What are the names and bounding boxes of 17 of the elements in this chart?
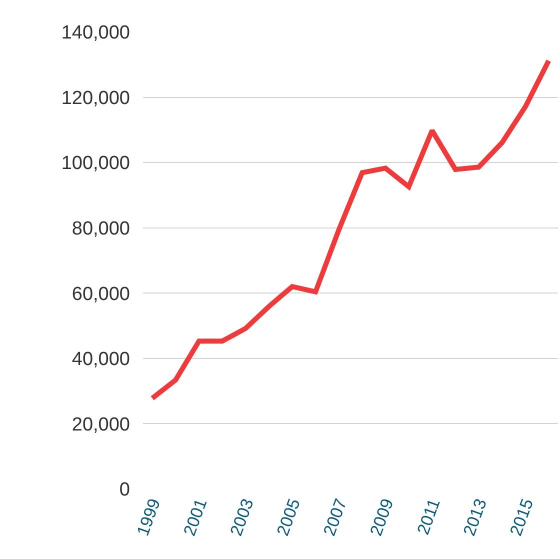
x-tick-label: 2007 [320,496,351,538]
y-tick-label: 40,000 [72,349,130,370]
y-tick-label: 80,000 [72,218,130,240]
y-tick-label: 100,000 [61,153,130,174]
x-tick-label: 2015 [506,496,538,538]
y-tick-label: 20,000 [72,414,130,436]
x-tick-label: 1999 [133,496,164,538]
x-tick-label: 2003 [226,496,258,538]
x-tick-label: 2011 [413,496,444,538]
y-tick-label: 0 [119,480,130,501]
y-tick-label: 120,000 [61,88,130,109]
y-tick-label: 60,000 [72,284,130,305]
x-tick-label: 2009 [366,496,398,538]
x-tick-label: 2005 [273,496,304,538]
y-tick-label: 140,000 [61,22,130,44]
x-tick-label: 2013 [460,496,490,538]
x-tick-label: 2001 [180,496,211,538]
